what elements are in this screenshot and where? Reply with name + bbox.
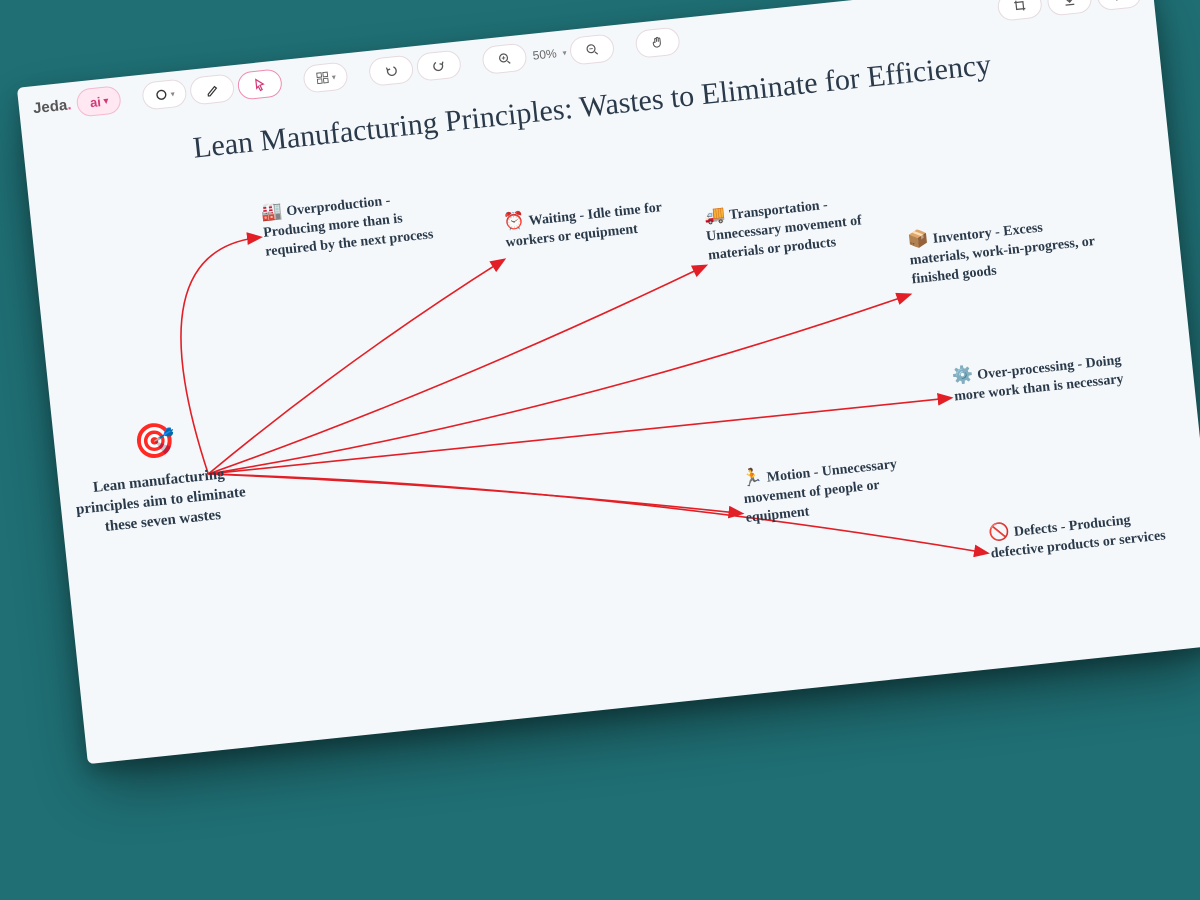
- leaf-label: Defects - Producing defective products o…: [990, 513, 1166, 562]
- root-node[interactable]: 🎯 Lean manufacturing principles aim to e…: [63, 410, 254, 541]
- crop-icon: [1012, 0, 1027, 13]
- app-logo: Jeda.: [32, 96, 72, 117]
- motion-icon: 🏃: [741, 467, 764, 488]
- leaf-label: Inventory - Excess materials, work-in-pr…: [909, 220, 1095, 287]
- root-label: Lean manufacturing principles aim to eli…: [75, 466, 246, 535]
- edge-inventory: [197, 295, 920, 474]
- chevron-down-icon: ▾: [562, 48, 567, 57]
- present-button[interactable]: [1096, 0, 1143, 11]
- defects-icon: 🚫: [988, 522, 1011, 543]
- app-window: Jeda. ai▾ ▾ ▾: [17, 0, 1200, 764]
- redo-icon: [432, 58, 447, 73]
- zoom-out-button[interactable]: [569, 33, 616, 65]
- play-icon: [1112, 0, 1127, 3]
- circle-icon: [154, 87, 169, 102]
- leaf-label: Over-processing - Doing more work than i…: [954, 353, 1125, 405]
- select-tool-button[interactable]: [237, 68, 284, 100]
- ai-badge[interactable]: ai▾: [76, 85, 123, 117]
- undo-icon: [384, 63, 399, 78]
- cursor-icon: [253, 77, 268, 92]
- hand-icon: [650, 35, 665, 50]
- leaf-label: Waiting - Idle time for workers or equip…: [505, 200, 662, 250]
- tool-group-history: [368, 49, 462, 86]
- download-icon: [1062, 0, 1077, 8]
- crop-button[interactable]: [996, 0, 1043, 22]
- chevron-down-icon: ▾: [331, 72, 336, 81]
- undo-button[interactable]: [368, 54, 415, 86]
- edge-motion: [208, 419, 741, 568]
- transportation-icon: 🚚: [703, 205, 726, 226]
- zoom-in-button[interactable]: [482, 42, 529, 74]
- leaf-transportation[interactable]: 🚚Transportation - Unnecessary movement o…: [703, 186, 898, 266]
- inventory-icon: 📦: [907, 228, 930, 249]
- target-icon: 🎯: [63, 410, 247, 474]
- frame-tool-button[interactable]: ▾: [303, 61, 350, 93]
- hand-tool-button[interactable]: [635, 26, 682, 58]
- chevron-down-icon: ▾: [170, 89, 175, 98]
- shape-tool-button[interactable]: ▾: [141, 78, 188, 110]
- overproduction-icon: 🏭: [260, 201, 283, 222]
- leaf-inventory[interactable]: 📦Inventory - Excess materials, work-in-p…: [907, 210, 1102, 290]
- pen-tool-button[interactable]: [189, 73, 236, 105]
- ai-badge-label: ai: [89, 94, 101, 110]
- leaf-waiting[interactable]: ⏰Waiting - Idle time for workers or equi…: [502, 192, 695, 253]
- tool-group-zoom: 50% ▾: [482, 33, 616, 75]
- canvas[interactable]: Lean Manufacturing Principles: Wastes to…: [21, 12, 1200, 764]
- redo-button[interactable]: [416, 49, 463, 81]
- leaf-defects[interactable]: 🚫Defects - Producing defective products …: [988, 503, 1181, 564]
- leaf-label: Overproduction - Producing more than is …: [263, 193, 434, 259]
- leaf-motion[interactable]: 🏃Motion - Unnecessary movement of people…: [741, 448, 936, 528]
- grid-icon: [315, 70, 330, 85]
- leaf-label: Transportation - Unnecessary movement of…: [705, 198, 862, 264]
- edge-transportation: [192, 266, 721, 474]
- download-button[interactable]: [1046, 0, 1093, 17]
- zoom-level[interactable]: 50%: [530, 46, 559, 63]
- leaf-label: Motion - Unnecessary movement of people …: [743, 457, 898, 526]
- tool-group-draw: ▾: [141, 68, 283, 110]
- app-name: Jeda: [32, 96, 68, 116]
- logo-dot-icon: .: [66, 96, 72, 113]
- overprocessing-icon: ⚙️: [951, 365, 974, 386]
- leaf-overproduction[interactable]: 🏭Overproduction - Producing more than is…: [260, 182, 455, 262]
- zoom-in-icon: [497, 51, 512, 66]
- zoom-out-icon: [585, 42, 600, 57]
- leaf-overprocessing[interactable]: ⚙️Over-processing - Doing more work than…: [951, 346, 1144, 407]
- waiting-icon: ⏰: [503, 211, 526, 232]
- pen-icon: [205, 82, 220, 97]
- chevron-down-icon: ▾: [103, 95, 109, 106]
